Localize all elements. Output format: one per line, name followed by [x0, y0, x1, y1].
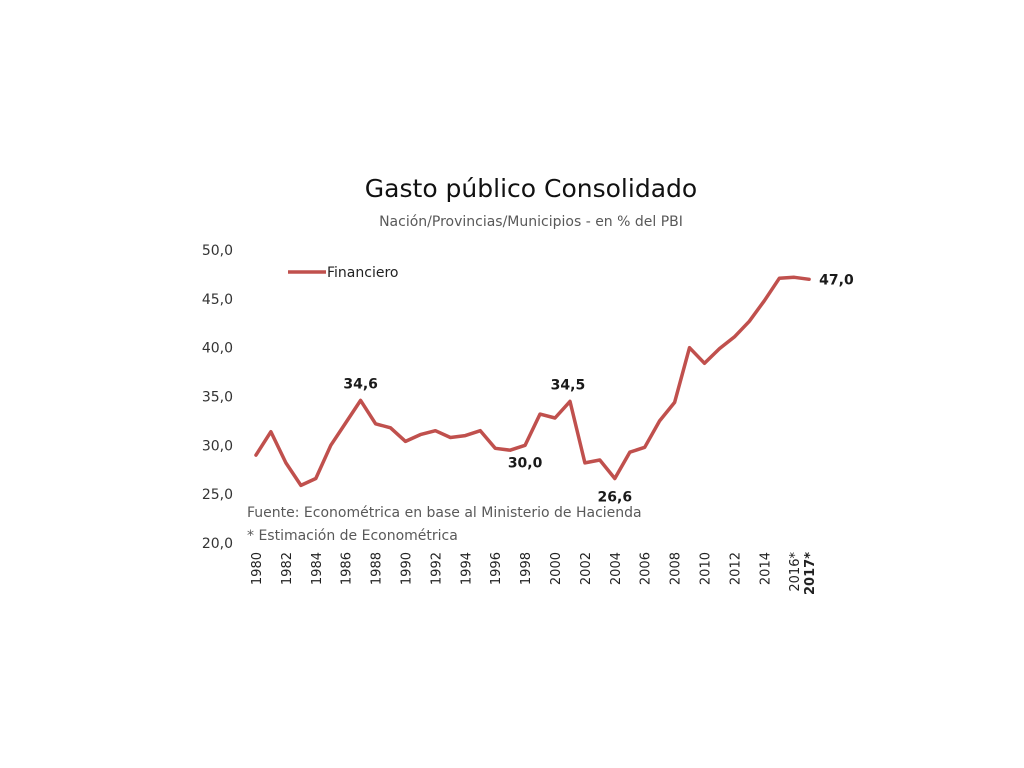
data-label: 30,0	[508, 455, 543, 471]
chart-subtitle: Nación/Provincias/Municipios - en % del …	[379, 214, 683, 230]
x-tick-label: 1988	[370, 552, 385, 585]
y-axis-ticks: 20,0 25,0 30,0 35,0 40,0 45,0 50,0	[202, 243, 233, 552]
x-tick-label: 2014	[758, 552, 773, 585]
x-axis-ticks: 1980 1982 1984 1986 1988 1990 1992 1994 1996 1998…	[250, 552, 818, 595]
y-tick-label: 35,0	[202, 390, 233, 406]
y-tick-label: 45,0	[202, 292, 233, 308]
x-tick-label: 2004	[609, 552, 624, 585]
chart-title: Gasto público Consolidado	[365, 174, 697, 203]
data-label: 26,6	[598, 490, 633, 506]
data-labels: 34,6 34,5 30,0 26,6 47,0	[343, 272, 854, 505]
x-tick-label: 1980	[250, 552, 265, 585]
estimate-note: * Estimación de Econométrica	[247, 528, 458, 544]
x-tick-label: 2000	[549, 552, 564, 585]
x-tick-label: 2012	[728, 552, 743, 585]
data-label: 34,6	[343, 376, 378, 392]
data-label: 47,0	[819, 272, 854, 288]
series-line-financiero	[254, 275, 811, 488]
y-tick-label: 50,0	[202, 243, 233, 259]
x-tick-label: 1996	[489, 552, 504, 585]
y-tick-label: 40,0	[202, 341, 233, 357]
legend-label-financiero: Financiero	[327, 265, 398, 281]
x-tick-label: 2010	[699, 552, 714, 585]
x-tick-label: 1998	[519, 552, 534, 585]
data-label: 34,5	[551, 377, 586, 393]
y-tick-label: 25,0	[202, 487, 233, 503]
source-note: Fuente: Econométrica en base al Minister…	[247, 505, 642, 521]
x-tick-label: 2017*	[803, 552, 818, 595]
x-tick-label: 2006	[639, 552, 654, 585]
series-layer	[254, 275, 811, 488]
x-tick-label: 2002	[579, 552, 594, 585]
x-tick-label: 1986	[340, 552, 355, 585]
x-tick-label: 1984	[310, 552, 325, 585]
x-tick-label: 2016*	[788, 552, 803, 592]
x-tick-label: 2008	[669, 552, 684, 585]
legend: Financiero	[288, 265, 398, 281]
x-tick-label: 1992	[429, 552, 444, 585]
x-tick-label: 1994	[459, 552, 474, 585]
x-tick-label: 1982	[280, 552, 295, 585]
y-tick-label: 30,0	[202, 438, 233, 454]
x-tick-label: 1990	[400, 552, 415, 585]
y-tick-label: 20,0	[202, 536, 233, 552]
